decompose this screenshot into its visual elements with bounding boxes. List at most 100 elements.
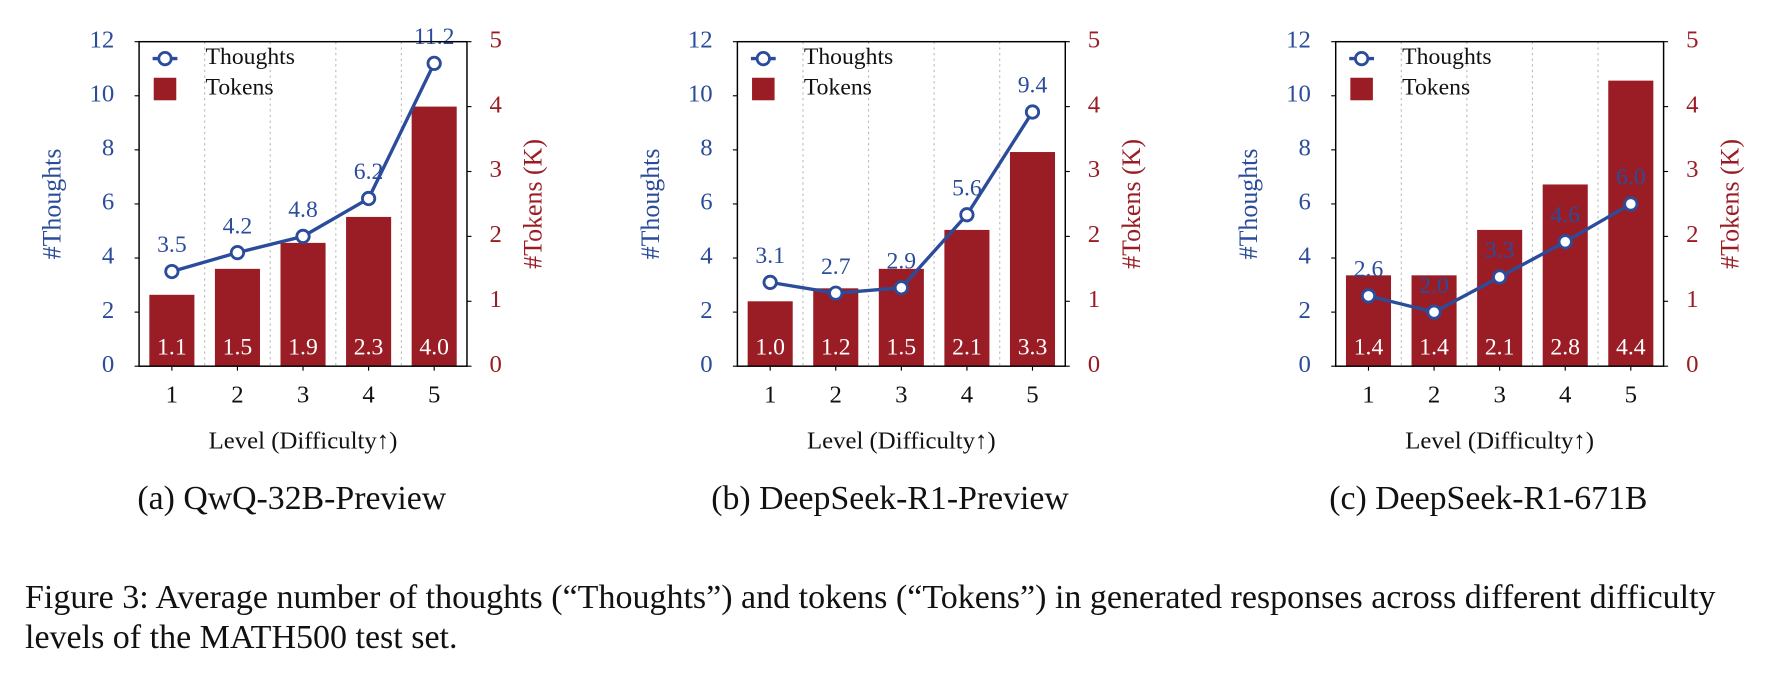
bar-value-label: 4.0 [419,335,449,361]
y-axis-label: #Thoughts [38,149,67,260]
line-marker [1360,288,1377,304]
x-axis-label: Level (Difficulty↑) [1405,428,1594,455]
y-tick-label: 6 [700,189,712,216]
y-tick-label: 4 [102,243,114,270]
bar [280,242,326,367]
line-value-label: 4.8 [288,197,318,223]
legend-label: Tokens [1402,74,1470,100]
bar [747,301,793,367]
y-axis-label: #Thoughts [1234,149,1263,260]
line-value-label: 4.2 [223,213,253,239]
y2-tick-label: 4 [1088,91,1100,118]
y-tick-label: 0 [102,351,114,378]
x-tick-label: 1 [764,381,776,408]
line-marker [229,245,246,261]
y2-tick-label: 5 [1088,26,1100,53]
y-axis-label: #Thoughts [636,149,665,260]
y2-tick-label: 3 [1088,156,1100,183]
line-value-label: 6.2 [354,159,384,185]
x-tick-label: 3 [297,381,309,408]
y-tick-label: 12 [688,26,713,53]
line-value-label: 3.3 [1485,238,1515,264]
y2-tick-label: 2 [1686,221,1698,248]
bar [1009,152,1056,367]
x-tick-label: 1 [1362,381,1374,408]
line-marker [893,280,909,296]
y-tick-label: 6 [1299,189,1311,216]
bar-value-label: 4.4 [1616,335,1646,361]
line-value-label: 2.0 [1419,273,1449,299]
y2-tick-label: 2 [1088,221,1100,248]
line-marker [1623,196,1639,212]
y2-tick-label: 0 [1686,351,1698,378]
line-value-label: 2.9 [887,248,917,274]
y2-axis-label: #Tokens (K) [1715,139,1744,269]
x-axis-label: Level (Difficulty↑) [807,428,996,455]
line-marker [1557,234,1573,250]
plot-frame [1334,40,1665,367]
y2-tick-label: 5 [490,26,502,53]
line-marker [295,228,311,245]
y-tick-label: 10 [90,80,115,107]
y2-tick-label: 1 [1088,286,1100,313]
bar-value-label: 1.0 [755,335,785,361]
bar [149,294,195,367]
y2-tick-label: 1 [490,286,502,313]
bar [1542,184,1588,367]
x-tick-label: 5 [1026,381,1038,408]
bar-value-label: 1.4 [1354,335,1384,361]
bar-value-label: 1.5 [887,335,917,361]
y-tick-label: 0 [700,351,712,378]
legend-label: Thoughts [804,44,893,70]
y-tick-label: 6 [102,189,114,216]
y-tick-label: 2 [1299,297,1311,324]
y2-tick-label: 2 [490,221,502,248]
plot-frame [138,40,468,367]
y-tick-label: 4 [1299,243,1311,270]
y-tick-label: 0 [1299,351,1311,378]
legend-label: Tokens [206,74,274,100]
y2-tick-label: 0 [1088,351,1100,378]
bar-value-label: 3.3 [1018,335,1048,361]
line-marker [959,207,975,223]
y-tick-label: 10 [688,80,713,107]
bar-value-label: 1.9 [288,335,318,361]
x-tick-label: 2 [231,381,243,408]
y-tick-label: 8 [700,135,712,162]
subtitle: (b) DeepSeek-R1-Preview [711,480,1069,517]
line-value-label: 4.6 [1550,202,1580,228]
x-tick-label: 4 [362,381,374,408]
bar-value-label: 1.5 [223,335,253,361]
line-marker [1024,104,1041,120]
bar [346,216,392,367]
y2-tick-label: 4 [490,91,502,118]
y-tick-label: 10 [1286,80,1311,107]
y2-axis-label: #Tokens (K) [519,139,548,269]
line-marker [762,274,778,290]
subtitle: (c) DeepSeek-R1-671B [1329,480,1647,517]
line-marker [1492,269,1508,285]
y2-axis-label: #Tokens (K) [1117,139,1146,269]
bar-value-label: 2.1 [952,335,982,361]
line-marker [361,190,377,207]
bar [944,229,990,367]
caption: Figure 3: Average number of thoughts (“T… [25,579,1716,656]
x-tick-label: 2 [1428,381,1440,408]
y2-tick-label: 3 [490,156,502,183]
subtitle: (a) QwQ-32B-Preview [137,480,446,517]
bar [411,106,457,367]
line-value-label: 2.7 [821,254,851,280]
bar-value-label: 2.8 [1550,335,1580,361]
x-tick-label: 3 [1493,381,1505,408]
bar-value-label: 1.1 [157,335,187,361]
line-value-label: 5.6 [952,175,982,201]
legend-swatch [1350,77,1373,101]
legend-marker [755,50,771,67]
bar [214,268,260,367]
legend-marker [1354,50,1370,67]
line-marker [1426,304,1442,320]
line-value-label: 3.1 [755,243,785,269]
legend-label: Thoughts [206,44,295,70]
